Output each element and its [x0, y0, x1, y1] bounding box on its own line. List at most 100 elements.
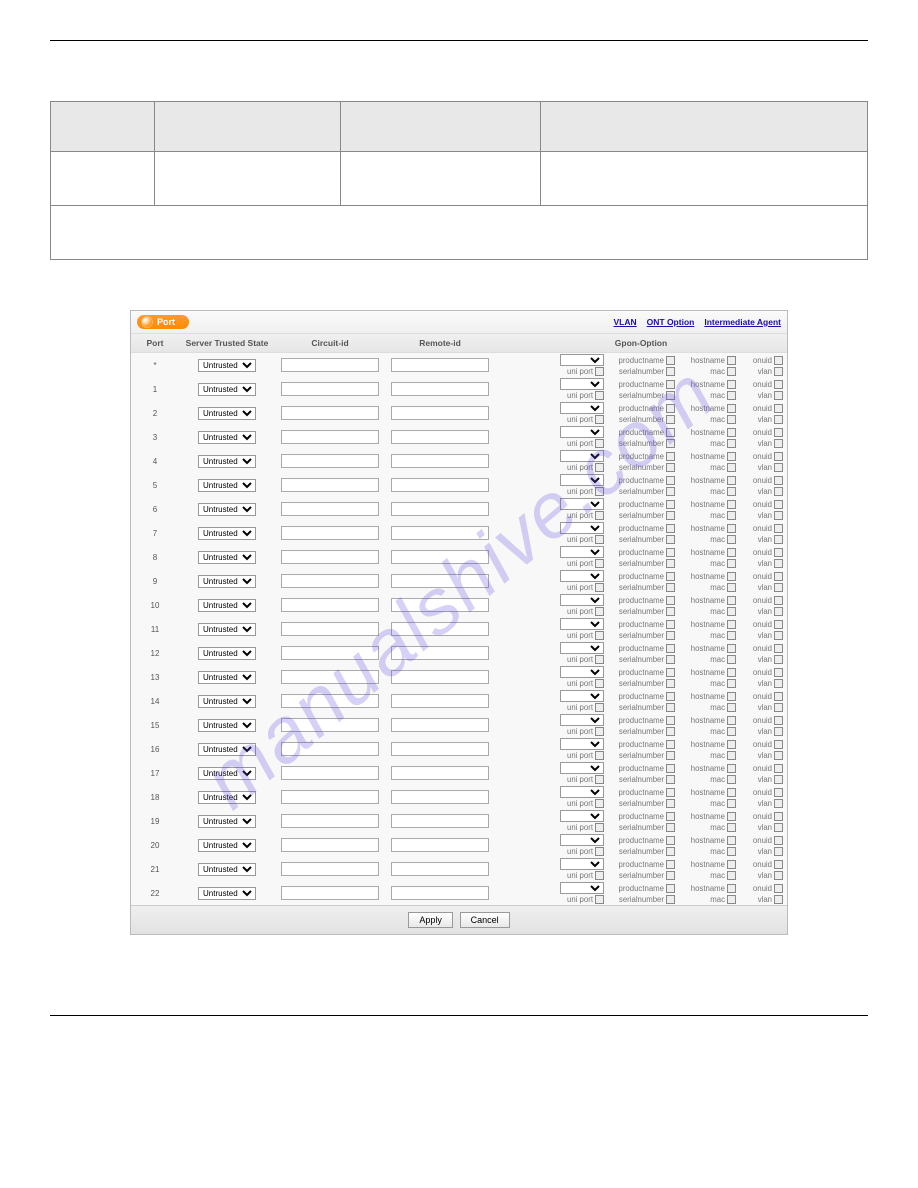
cb-vlan[interactable]	[774, 775, 783, 784]
cb-serialnumber[interactable]	[666, 703, 675, 712]
trusted-state-select[interactable]: Untrusted	[198, 599, 256, 612]
cb-uniport[interactable]	[595, 439, 604, 448]
gpon-mode-select[interactable]	[560, 810, 604, 822]
link-intermediate-agent[interactable]: Intermediate Agent	[704, 317, 781, 327]
cb-hostname[interactable]	[727, 380, 736, 389]
cb-productname[interactable]	[666, 428, 675, 437]
remote-id-input[interactable]	[391, 790, 489, 804]
circuit-id-input[interactable]	[281, 838, 379, 852]
cb-onuid[interactable]	[774, 884, 783, 893]
cb-productname[interactable]	[666, 884, 675, 893]
trusted-state-select[interactable]: Untrusted	[198, 863, 256, 876]
remote-id-input[interactable]	[391, 718, 489, 732]
cb-vlan[interactable]	[774, 703, 783, 712]
cb-mac[interactable]	[727, 871, 736, 880]
cb-hostname[interactable]	[727, 452, 736, 461]
circuit-id-input[interactable]	[281, 622, 379, 636]
cb-productname[interactable]	[666, 620, 675, 629]
cb-serialnumber[interactable]	[666, 895, 675, 904]
gpon-mode-select[interactable]	[560, 858, 604, 870]
cb-hostname[interactable]	[727, 476, 736, 485]
cb-serialnumber[interactable]	[666, 679, 675, 688]
link-vlan[interactable]: VLAN	[614, 317, 637, 327]
cb-mac[interactable]	[727, 847, 736, 856]
cb-hostname[interactable]	[727, 764, 736, 773]
gpon-mode-select[interactable]	[560, 402, 604, 414]
cb-serialnumber[interactable]	[666, 583, 675, 592]
cb-vlan[interactable]	[774, 559, 783, 568]
cb-onuid[interactable]	[774, 740, 783, 749]
cb-uniport[interactable]	[595, 727, 604, 736]
cb-vlan[interactable]	[774, 463, 783, 472]
cb-mac[interactable]	[727, 823, 736, 832]
gpon-mode-select[interactable]	[560, 834, 604, 846]
cb-uniport[interactable]	[595, 391, 604, 400]
trusted-state-select[interactable]: Untrusted	[198, 791, 256, 804]
trusted-state-select[interactable]: Untrusted	[198, 719, 256, 732]
cb-serialnumber[interactable]	[666, 655, 675, 664]
cb-uniport[interactable]	[595, 799, 604, 808]
cb-hostname[interactable]	[727, 644, 736, 653]
cb-vlan[interactable]	[774, 727, 783, 736]
apply-button[interactable]: Apply	[408, 912, 453, 928]
remote-id-input[interactable]	[391, 550, 489, 564]
cb-onuid[interactable]	[774, 476, 783, 485]
cb-uniport[interactable]	[595, 871, 604, 880]
cb-uniport[interactable]	[595, 463, 604, 472]
circuit-id-input[interactable]	[281, 406, 379, 420]
cb-vlan[interactable]	[774, 799, 783, 808]
trusted-state-select[interactable]: Untrusted	[198, 695, 256, 708]
cb-hostname[interactable]	[727, 812, 736, 821]
cb-serialnumber[interactable]	[666, 751, 675, 760]
cb-vlan[interactable]	[774, 439, 783, 448]
cb-serialnumber[interactable]	[666, 823, 675, 832]
circuit-id-input[interactable]	[281, 574, 379, 588]
cb-onuid[interactable]	[774, 668, 783, 677]
cb-onuid[interactable]	[774, 860, 783, 869]
trusted-state-select[interactable]: Untrusted	[198, 359, 256, 372]
cb-vlan[interactable]	[774, 487, 783, 496]
cb-serialnumber[interactable]	[666, 415, 675, 424]
trusted-state-select[interactable]: Untrusted	[198, 743, 256, 756]
cb-serialnumber[interactable]	[666, 559, 675, 568]
remote-id-input[interactable]	[391, 574, 489, 588]
cb-productname[interactable]	[666, 740, 675, 749]
cb-vlan[interactable]	[774, 511, 783, 520]
cb-uniport[interactable]	[595, 775, 604, 784]
cb-vlan[interactable]	[774, 367, 783, 376]
remote-id-input[interactable]	[391, 694, 489, 708]
cb-productname[interactable]	[666, 500, 675, 509]
cb-mac[interactable]	[727, 535, 736, 544]
circuit-id-input[interactable]	[281, 790, 379, 804]
cb-mac[interactable]	[727, 727, 736, 736]
cb-vlan[interactable]	[774, 631, 783, 640]
cb-mac[interactable]	[727, 583, 736, 592]
cb-onuid[interactable]	[774, 548, 783, 557]
cb-hostname[interactable]	[727, 500, 736, 509]
cb-mac[interactable]	[727, 439, 736, 448]
circuit-id-input[interactable]	[281, 526, 379, 540]
circuit-id-input[interactable]	[281, 646, 379, 660]
cb-uniport[interactable]	[595, 703, 604, 712]
circuit-id-input[interactable]	[281, 550, 379, 564]
cb-hostname[interactable]	[727, 740, 736, 749]
remote-id-input[interactable]	[391, 430, 489, 444]
cb-vlan[interactable]	[774, 583, 783, 592]
cb-productname[interactable]	[666, 404, 675, 413]
gpon-mode-select[interactable]	[560, 354, 604, 366]
cb-productname[interactable]	[666, 452, 675, 461]
cb-uniport[interactable]	[595, 511, 604, 520]
cb-hostname[interactable]	[727, 836, 736, 845]
circuit-id-input[interactable]	[281, 358, 379, 372]
link-ont-option[interactable]: ONT Option	[647, 317, 695, 327]
cb-serialnumber[interactable]	[666, 463, 675, 472]
trusted-state-select[interactable]: Untrusted	[198, 815, 256, 828]
cb-hostname[interactable]	[727, 548, 736, 557]
gpon-mode-select[interactable]	[560, 738, 604, 750]
cb-onuid[interactable]	[774, 572, 783, 581]
cb-productname[interactable]	[666, 764, 675, 773]
gpon-mode-select[interactable]	[560, 690, 604, 702]
circuit-id-input[interactable]	[281, 382, 379, 396]
trusted-state-select[interactable]: Untrusted	[198, 671, 256, 684]
cb-mac[interactable]	[727, 895, 736, 904]
